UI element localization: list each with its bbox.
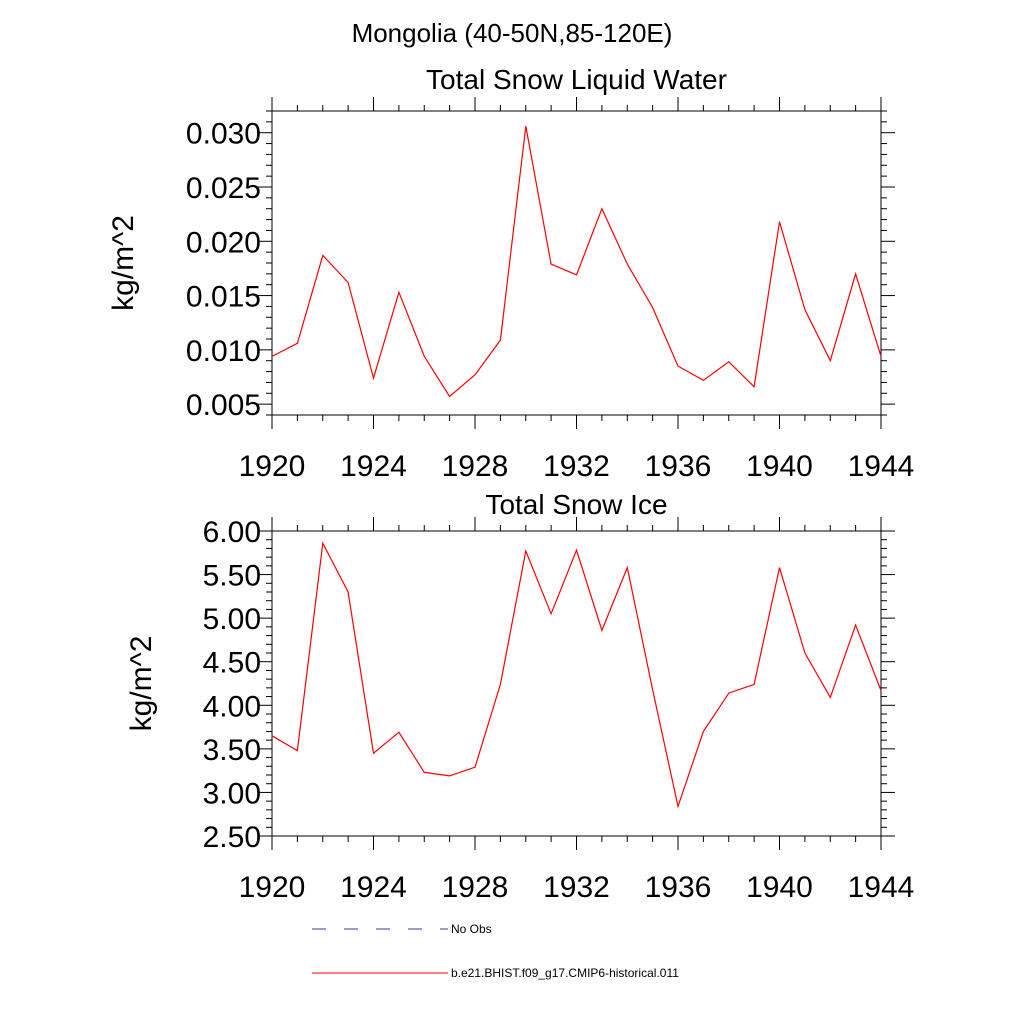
x-tick-label: 1920 xyxy=(239,871,306,904)
x-tick-label: 1932 xyxy=(543,871,610,904)
y-axis-label: kg/m^2 xyxy=(125,636,158,732)
y-tick-label: 0.030 xyxy=(186,118,261,151)
x-tick-label: 1920 xyxy=(239,450,306,483)
y-tick-label: 2.50 xyxy=(203,821,261,854)
y-tick-label: 5.50 xyxy=(203,560,261,593)
x-tick-label: 1932 xyxy=(543,450,610,483)
y-tick-label: 0.025 xyxy=(186,172,261,205)
x-tick-label: 1924 xyxy=(340,450,407,483)
y-tick-label: 3.00 xyxy=(203,777,261,810)
x-tick-label: 1944 xyxy=(848,871,915,904)
chart-title: Total Snow Liquid Water xyxy=(426,64,727,95)
x-tick-label: 1928 xyxy=(442,871,509,904)
x-tick-label: 1944 xyxy=(848,450,915,483)
y-tick-label: 5.00 xyxy=(203,603,261,636)
y-tick-label: 4.50 xyxy=(203,647,261,680)
y-tick-label: 6.00 xyxy=(203,516,261,549)
snow-ice-panel: Total Snow Ice 1920 1924 1928 1932 1936 1940 19… xyxy=(125,489,914,904)
plot-frame xyxy=(271,110,882,416)
y-tick-label: 3.50 xyxy=(203,734,261,767)
legend: No Obs b.e21.BHIST.f09_g17.CMIP6-historic… xyxy=(312,922,679,980)
x-tick-label: 1936 xyxy=(645,450,712,483)
x-tick-label: 1924 xyxy=(340,871,407,904)
x-tick-label: 1940 xyxy=(746,450,813,483)
y-axis-label: kg/m^2 xyxy=(107,215,140,311)
x-tick-label: 1936 xyxy=(645,871,712,904)
legend-label-no-obs: No Obs xyxy=(451,922,492,936)
y-tick-label: 0.010 xyxy=(186,335,261,368)
legend-label-model: b.e21.BHIST.f09_g17.CMIP6-historical.011 xyxy=(451,966,679,980)
y-tick-label: 0.020 xyxy=(186,226,261,259)
x-tick-label: 1928 xyxy=(442,450,509,483)
x-tick-label: 1940 xyxy=(746,871,813,904)
chart-title: Total Snow Ice xyxy=(485,489,667,520)
figure-title: Mongolia (40-50N,85-120E) xyxy=(352,18,673,48)
snow-liquid-water-panel: Total Snow Liquid Water 1920 1924 1928 1932 1… xyxy=(107,64,914,483)
y-tick-label: 0.015 xyxy=(186,281,261,314)
y-tick-label: 4.00 xyxy=(203,690,261,723)
y-tick-label: 0.005 xyxy=(186,389,261,422)
plot-frame xyxy=(271,530,882,837)
series-line xyxy=(271,541,882,809)
series-line xyxy=(271,126,882,398)
